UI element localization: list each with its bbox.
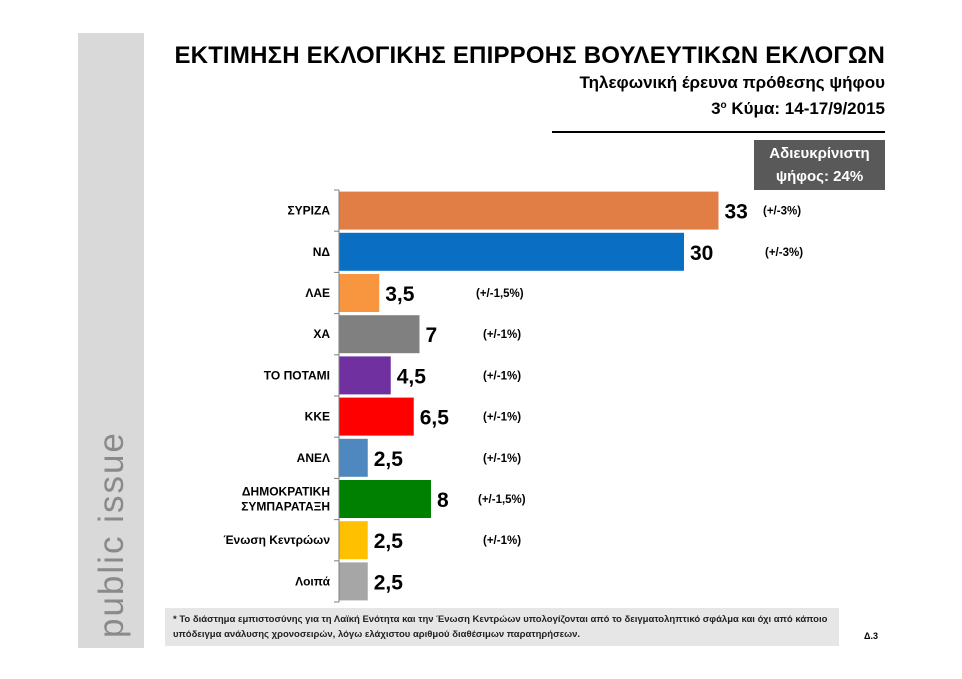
margin-label-4: (+/-1%) <box>483 370 521 382</box>
wave-number: 3 <box>711 99 721 118</box>
page-number: Δ.3 <box>864 631 878 641</box>
value-label-6: 2,5 <box>374 448 404 471</box>
category-label-1: ΝΔ <box>313 245 331 259</box>
margin-label-8: (+/-1%) <box>483 535 521 547</box>
value-label-0: 33 <box>725 201 748 224</box>
bar-7 <box>339 480 431 518</box>
margin-label-6: (+/-1%) <box>483 453 521 465</box>
chart-title: ΕΚΤΙΜΗΣΗ ΕΚΛΟΓΙΚΗΣ ΕΠΙΡΡΟΗΣ ΒΟΥΛΕΥΤΙΚΩΝ … <box>174 42 885 69</box>
category-label-7: ΔΗΜΟΚΡΑΤΙΚΗ ΣΥΜΠΑΡΑΤΑΞΗ <box>241 485 330 514</box>
footnote: * Το διάστημα εμπιστοσύνης για τη Λαϊκή … <box>165 608 839 646</box>
margin-label-2: (+/-1,5%) <box>476 288 524 300</box>
margin-label-0: (+/-3%) <box>763 206 801 218</box>
category-label-4: ΤΟ ΠΟΤΑΜΙ <box>264 368 330 382</box>
category-label-3: ΧΑ <box>313 327 330 341</box>
sidebar-band: public issue <box>78 33 144 648</box>
wave-dates: Κύμα: 14-17/9/2015 <box>726 99 885 118</box>
undecided-vote-box: Αδιευκρίνιστη ψήφος: 24% <box>754 140 885 190</box>
category-label-5: ΚΚΕ <box>305 410 330 424</box>
bar-8 <box>339 521 368 560</box>
undecided-line-1: Αδιευκρίνιστη <box>769 145 870 162</box>
margin-label-5: (+/-1%) <box>483 412 521 424</box>
category-label-2: ΛΑΕ <box>305 286 330 300</box>
logo-text: public issue <box>92 431 131 638</box>
bar-9 <box>339 562 368 601</box>
value-label-9: 2,5 <box>374 571 404 594</box>
bar-1 <box>339 232 684 271</box>
category-label-6: ΑΝΕΛ <box>297 451 330 465</box>
public-issue-logo: public issue <box>92 431 131 638</box>
survey-wave: 3ο Κύμα: 14-17/9/2015 <box>711 99 885 119</box>
category-label-0: ΣΥΡΙΖΑ <box>287 204 330 218</box>
chart-subtitle: Τηλεφωνική έρευνα πρόθεσης ψήφου <box>579 73 885 92</box>
bar-3 <box>339 315 420 354</box>
value-label-7: 8 <box>437 489 449 512</box>
bar-2 <box>339 274 380 312</box>
category-label-9: Λοιπά <box>295 574 331 588</box>
value-label-2: 3,5 <box>385 283 415 306</box>
margin-label-7: (+/-1,5%) <box>478 494 526 506</box>
wave-ordinal: ο <box>720 100 727 111</box>
value-label-8: 2,5 <box>374 530 404 553</box>
margin-label-3: (+/-1%) <box>483 329 521 341</box>
margin-label-1: (+/-3%) <box>765 247 803 259</box>
value-label-1: 30 <box>690 242 713 265</box>
bar-5 <box>339 397 414 436</box>
bar-4 <box>339 356 391 395</box>
undecided-line-2: ψήφος: 24% <box>775 168 864 185</box>
category-label-8: Ένωση Κεντρώων <box>223 533 330 547</box>
value-label-5: 6,5 <box>420 407 450 430</box>
bar-6 <box>339 438 368 477</box>
value-label-4: 4,5 <box>397 365 427 388</box>
bar-0 <box>339 191 719 230</box>
header-rule <box>552 131 885 133</box>
value-label-3: 7 <box>426 324 438 347</box>
